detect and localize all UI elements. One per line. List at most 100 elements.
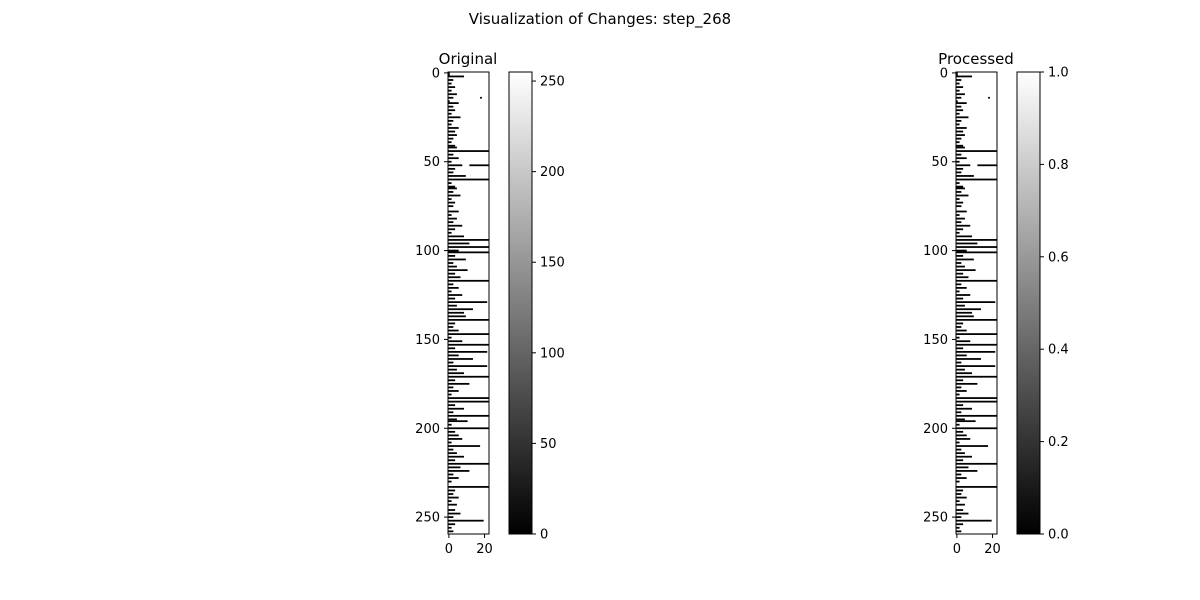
processed-pixel-run xyxy=(956,386,962,389)
processed-pixel-run xyxy=(956,269,976,272)
processed-pixel-run xyxy=(956,420,976,423)
processed-pixel-run xyxy=(956,326,962,328)
original-pixel-run xyxy=(448,127,459,129)
original-pixel-run xyxy=(448,93,457,96)
original-pixel-run xyxy=(448,123,452,126)
processed-pixel-run xyxy=(956,509,964,511)
original-pixel-run xyxy=(448,191,454,193)
original-pixel-run xyxy=(448,382,470,385)
original-pixel-run xyxy=(448,350,488,353)
original-pixel-run xyxy=(448,134,457,136)
processed-pixel-run xyxy=(956,455,973,458)
processed-pixel-run xyxy=(956,427,997,430)
original-pixel-run xyxy=(448,201,456,204)
processed-pixel-run xyxy=(956,294,971,296)
processed-pixel-run xyxy=(956,198,960,200)
original-pixel-run xyxy=(448,500,452,503)
processed-colorbar-tick-label: 1.0 xyxy=(1048,66,1069,81)
original-title: Original xyxy=(439,50,498,68)
original-pixel-run xyxy=(448,217,457,220)
original-pixel-run xyxy=(448,418,457,421)
original-pixel-run xyxy=(448,365,488,367)
original-pixel-run xyxy=(448,523,456,526)
original-colorbar-frame xyxy=(508,71,533,535)
processed-pixel-run xyxy=(956,93,965,96)
processed-pixel-run xyxy=(956,194,969,197)
original-pixel-run xyxy=(448,272,456,275)
processed-pixel-run xyxy=(956,393,960,396)
processed-pixel-run xyxy=(956,434,967,437)
processed-x-ticks: 0 20 xyxy=(953,534,1001,557)
original-image xyxy=(448,72,489,534)
original-pixel-run xyxy=(448,153,454,156)
original-y-tick-label: 50 xyxy=(423,155,440,170)
processed-pixel-run xyxy=(956,201,964,204)
processed-pixel-run xyxy=(956,228,964,231)
original-pixel-run xyxy=(448,175,466,177)
original-pixel-run xyxy=(448,400,489,403)
original-pixel-run xyxy=(448,329,459,332)
processed-colorbar: 0.0 0.2 0.4 0.6 0.8 1.0 xyxy=(1016,66,1069,543)
original-pixel-run xyxy=(448,311,465,314)
processed-pixel-run xyxy=(956,361,962,364)
processed-pixel-run xyxy=(956,235,973,238)
processed-colorbar-frame xyxy=(1016,71,1041,535)
processed-pixel-run xyxy=(956,318,997,321)
processed-pixel-run xyxy=(956,368,965,371)
processed-y-tick-label: 50 xyxy=(931,155,948,170)
processed-pixel-run xyxy=(956,336,960,339)
processed-pixel-run xyxy=(956,141,960,144)
processed-colorbar-tick-label: 0.6 xyxy=(1048,250,1069,265)
original-pixel-run xyxy=(448,361,454,364)
original-pixel-run xyxy=(448,489,456,492)
processed-pixel-run xyxy=(956,404,964,407)
processed-pixel-run xyxy=(956,452,965,455)
original-pixel-run xyxy=(448,390,459,392)
processed-pixel-run xyxy=(956,262,962,264)
original-pixel-run xyxy=(448,185,456,188)
processed-y-tick-label: 200 xyxy=(923,422,948,437)
original-pixel-run xyxy=(448,178,489,181)
original-pixel-run xyxy=(448,198,452,200)
processed-pixel-run xyxy=(956,146,965,149)
original-pixel-run xyxy=(448,171,454,174)
original-pixel-run xyxy=(448,354,459,357)
original-x-ticks: 0 20 xyxy=(445,534,493,557)
original-pixel-run xyxy=(448,228,456,231)
original-pixel-run xyxy=(448,473,454,476)
processed-pixel-run xyxy=(956,493,962,495)
processed-pixel-run xyxy=(956,89,960,92)
processed-pixel-run xyxy=(956,430,964,433)
original-pixel-run xyxy=(448,109,456,112)
processed-pixel-run xyxy=(956,287,967,289)
original-pixel-run xyxy=(448,167,456,170)
processed-pixel-run xyxy=(956,272,964,275)
processed-pixel-run xyxy=(956,217,965,220)
processed-x-tick-label: 20 xyxy=(984,542,1001,557)
original-pixel-run xyxy=(448,411,454,414)
original-pixel-run xyxy=(448,112,452,115)
processed-colorbar-gradient xyxy=(1017,72,1040,534)
original-pixel-run xyxy=(448,470,470,472)
original-pixel-run xyxy=(448,423,452,426)
original-pixel-run xyxy=(448,477,459,479)
processed-pixel-run xyxy=(956,167,964,170)
original-pixel-run xyxy=(448,466,461,469)
processed-y-tick-label: 150 xyxy=(923,333,948,348)
original-pixel-run xyxy=(448,89,452,92)
processed-pixel-run xyxy=(956,246,997,248)
processed-colorbar-tick-label: 0.0 xyxy=(1048,528,1069,543)
original-pixel-run xyxy=(448,304,457,307)
original-colorbar-tick-label: 200 xyxy=(540,165,565,180)
original-pixel-run xyxy=(448,427,489,430)
processed-pixel-run xyxy=(956,127,967,129)
original-y-ticks: 0 50 100 150 200 250 xyxy=(415,66,448,526)
processed-pixel-run xyxy=(956,462,997,465)
original-pixel-run xyxy=(448,315,466,318)
processed-pixel-run xyxy=(956,477,967,479)
original-pixel-run xyxy=(448,72,450,74)
processed-pixel-run xyxy=(956,438,971,440)
processed-pixel-run xyxy=(956,441,960,444)
